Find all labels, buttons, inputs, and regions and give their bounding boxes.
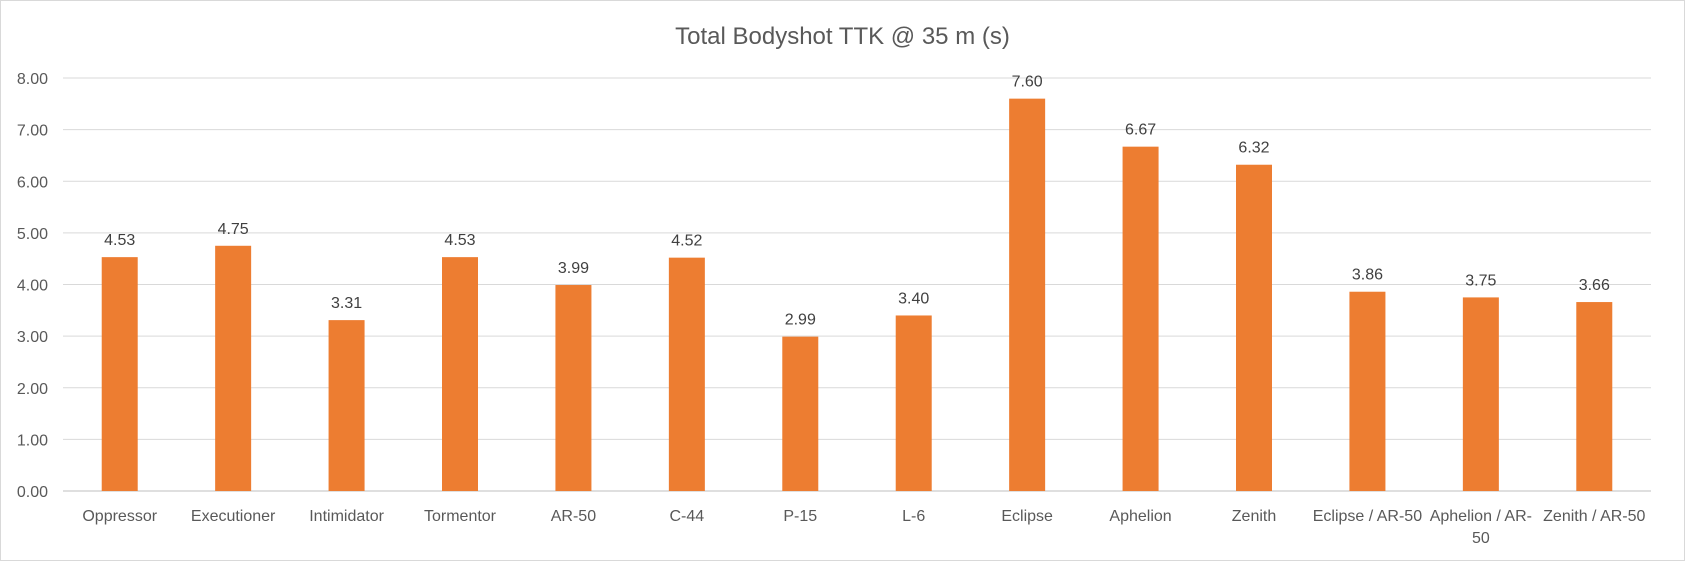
- x-tick-label: Intimidator: [309, 508, 384, 525]
- y-tick-label: 7.00: [17, 123, 48, 140]
- y-tick-label: 5.00: [17, 226, 48, 243]
- data-label: 3.75: [1465, 272, 1496, 289]
- bar: [442, 257, 478, 491]
- x-tick-label: Oppressor: [82, 508, 157, 525]
- bar: [1576, 302, 1613, 491]
- data-label: 4.53: [104, 232, 135, 249]
- bar: [782, 336, 819, 491]
- bar: [1349, 291, 1386, 491]
- data-label: 3.40: [898, 290, 929, 307]
- x-tick-label: Tormentor: [424, 508, 497, 525]
- y-tick-label: 3.00: [17, 329, 48, 346]
- bar: [328, 320, 365, 491]
- data-label: 4.53: [444, 232, 475, 249]
- y-tick-label: 0.00: [17, 484, 48, 501]
- data-label: 6.32: [1238, 140, 1269, 157]
- x-tick-label: Zenith / AR-50: [1543, 508, 1645, 525]
- y-tick-label: 4.00: [17, 278, 48, 295]
- bar: [895, 315, 932, 491]
- x-tick-label: Zenith: [1232, 508, 1276, 525]
- bar: [101, 257, 138, 491]
- data-label: 4.52: [671, 233, 702, 250]
- data-label: 6.67: [1125, 122, 1156, 139]
- x-tick-label: L-6: [902, 508, 925, 525]
- bar: [1236, 164, 1272, 492]
- x-tick-label: Executioner: [191, 508, 276, 525]
- data-label: 7.60: [1012, 74, 1043, 91]
- bar: [555, 285, 592, 491]
- y-tick-label: 2.00: [17, 381, 48, 398]
- data-label: 3.31: [331, 295, 362, 312]
- data-label: 3.99: [558, 260, 589, 277]
- bar: [1009, 98, 1046, 492]
- bar: [668, 257, 705, 491]
- y-tick-label: 8.00: [17, 71, 48, 88]
- x-tick-label: Eclipse: [1001, 508, 1053, 525]
- x-tick-label: P-15: [783, 508, 817, 525]
- chart-title: Total Bodyshot TTK @ 35 m (s): [675, 23, 1010, 50]
- data-label: 2.99: [785, 312, 816, 329]
- x-tick-label: Aphelion: [1109, 508, 1171, 525]
- y-tick-label: 1.00: [17, 432, 48, 449]
- x-tick-label: Eclipse / AR-50: [1313, 508, 1422, 525]
- data-label: 3.86: [1352, 267, 1383, 284]
- x-tick-label: C-44: [670, 508, 705, 525]
- x-tick-label: AR-50: [551, 508, 596, 525]
- bar: [215, 245, 252, 491]
- bar: [1462, 297, 1499, 491]
- data-label: 3.66: [1579, 277, 1610, 294]
- bar: [1122, 146, 1159, 491]
- x-tick-label: Aphelion / AR-: [1430, 508, 1532, 525]
- data-label: 4.75: [218, 221, 249, 238]
- x-tick-label: 50: [1472, 530, 1490, 547]
- y-tick-label: 6.00: [17, 174, 48, 191]
